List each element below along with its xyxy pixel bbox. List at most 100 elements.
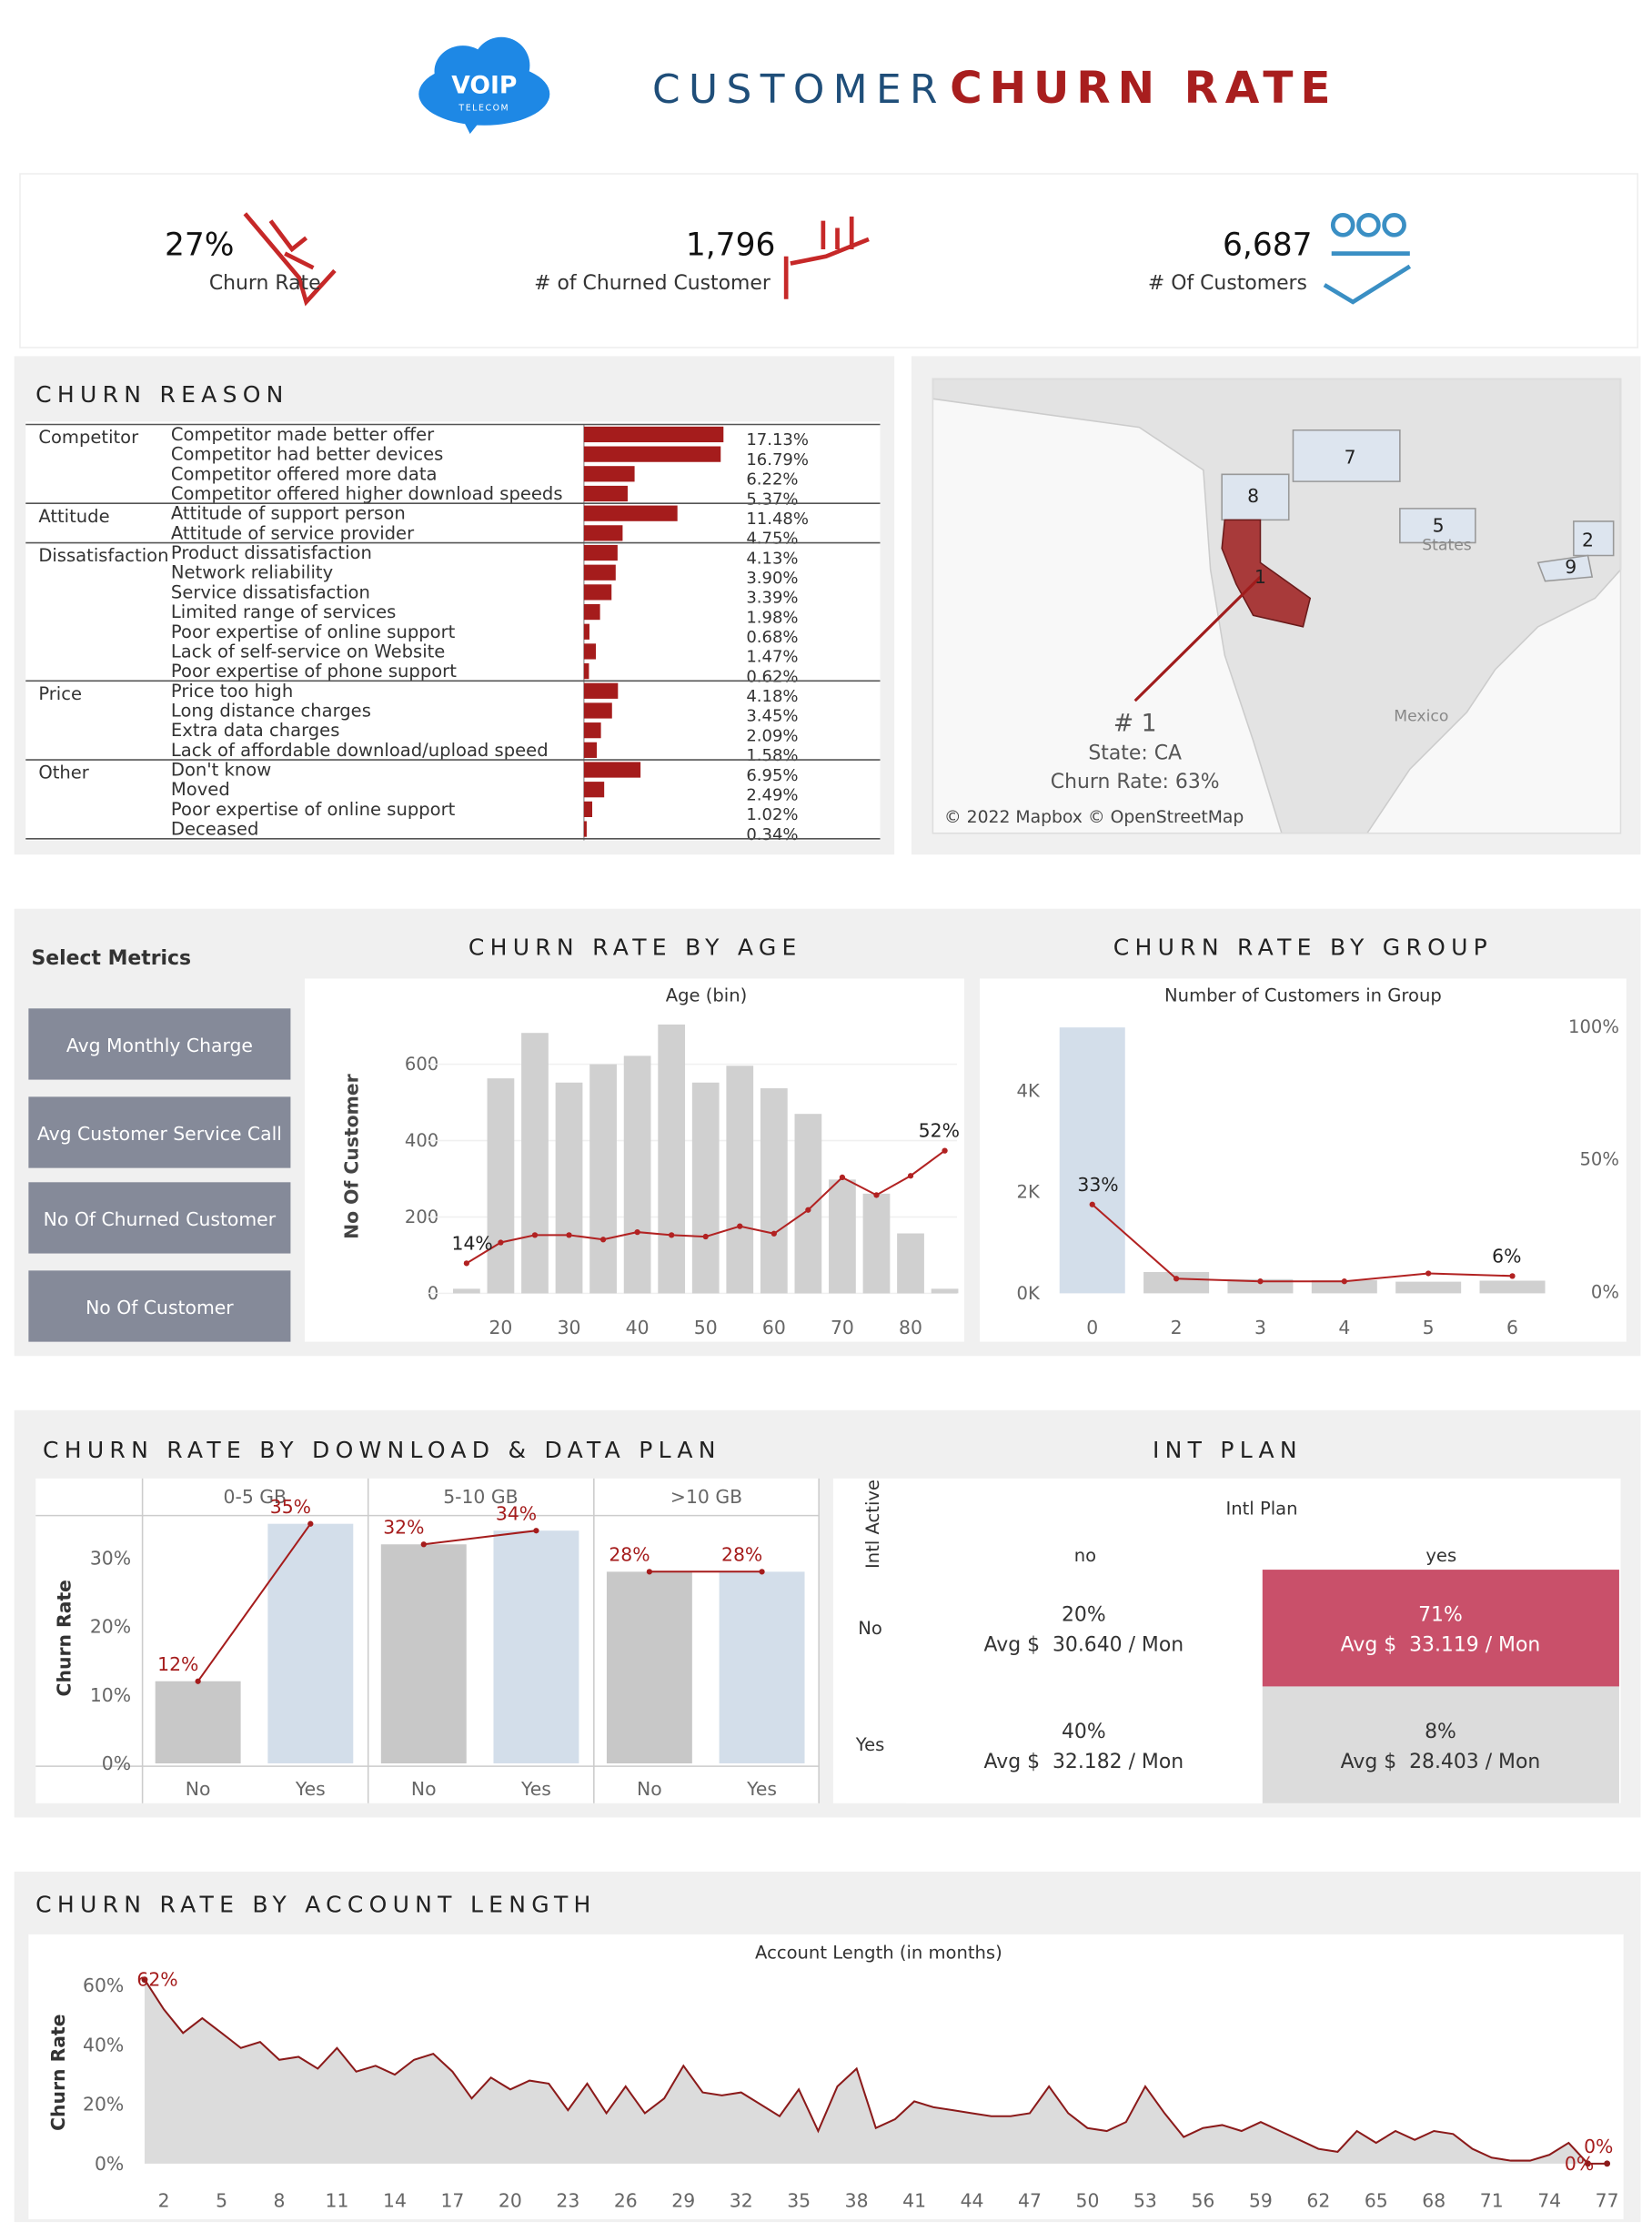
y-tick-label: 20%	[90, 1616, 131, 1638]
table-cell	[1262, 1686, 1619, 1803]
state-label: 5	[1433, 515, 1445, 537]
x-tick-label: 56	[1191, 2190, 1214, 2212]
bar	[583, 426, 724, 443]
point	[1425, 1270, 1432, 1277]
section-title: CHURN RATE BY DOWNLOAD & DATA PLAN	[43, 1437, 721, 1463]
reason-label: Lack of affordable download/upload speed	[171, 740, 549, 761]
reason-label: Don't know	[171, 760, 271, 781]
point	[737, 1223, 743, 1229]
panel-header: 5-10 GB	[443, 1486, 518, 1508]
point	[1173, 1276, 1180, 1282]
bar	[931, 1288, 959, 1294]
x-tick-label: No	[186, 1778, 211, 1800]
reason-label: Lack of self-service on Website	[171, 641, 445, 662]
y-tick-label: 0%	[102, 1752, 131, 1774]
metric-button[interactable]: Avg Monthly Charge	[28, 1008, 291, 1080]
button-label[interactable]: No Of Customer	[86, 1297, 234, 1318]
state-label: 1	[1254, 566, 1266, 588]
point	[646, 1569, 653, 1575]
x-tick-label: 2	[1171, 1317, 1183, 1338]
reason-label: Poor expertise of phone support	[171, 661, 457, 682]
reason-label: Competitor offered more data	[171, 463, 438, 484]
value-label: 62%	[136, 1969, 177, 1991]
x-tick-label: 70	[831, 1317, 854, 1338]
metric-button[interactable]: No Of Churned Customer	[28, 1182, 291, 1254]
x-tick-label: 47	[1018, 2190, 1042, 2212]
group-label: Dissatisfaction	[38, 545, 168, 566]
value-label: 3.90%	[746, 569, 798, 588]
bar	[583, 663, 589, 680]
point	[420, 1541, 427, 1548]
point	[463, 1260, 470, 1267]
x-tick-label: 17	[440, 2190, 464, 2212]
point	[873, 1192, 880, 1198]
reason-label: Deceased	[171, 819, 258, 840]
x-tick-label: 59	[1249, 2190, 1273, 2212]
point	[839, 1174, 846, 1181]
column-label: yes	[1425, 1545, 1456, 1566]
x-tick-label: 35	[787, 2190, 811, 2212]
y-axis-title: No Of Customer	[341, 1074, 363, 1239]
bar	[583, 584, 612, 601]
tooltip-text: # 1	[1113, 710, 1157, 738]
value-label: 17.13%	[746, 430, 809, 449]
x-tick-label: 77	[1596, 2190, 1619, 2212]
group-label: Competitor	[38, 427, 139, 448]
y-tick-label: 2K	[1017, 1182, 1041, 1203]
country-label: States	[1422, 537, 1472, 555]
map-credit: © 2022 Mapbox © OpenStreetMap	[944, 808, 1244, 827]
metric-button[interactable]: Avg Customer Service Call	[28, 1096, 291, 1168]
x-axis-title: Number of Customers in Group	[1164, 985, 1442, 1006]
country-label: Mexico	[1394, 707, 1448, 725]
x-tick-label: 20	[499, 2190, 522, 2212]
value-label: 1.58%	[746, 746, 798, 765]
reason-label: Service dissatisfaction	[171, 581, 370, 602]
x-tick-label: 40	[626, 1317, 650, 1338]
point	[942, 1147, 948, 1154]
y-tick-label: 0%	[95, 2153, 124, 2175]
bar	[1059, 1027, 1125, 1294]
button-label[interactable]: Avg Customer Service Call	[37, 1123, 282, 1145]
button-label[interactable]: No Of Churned Customer	[44, 1208, 277, 1230]
tooltip-text: State: CA	[1088, 742, 1182, 765]
bar	[719, 1571, 805, 1763]
value-label: 4.18%	[746, 687, 798, 706]
kpi-icon	[783, 216, 870, 299]
x-tick-label: 14	[383, 2190, 407, 2212]
x-tick-label: 11	[326, 2190, 349, 2212]
panel-header: 0-5 GB	[224, 1486, 287, 1508]
column-header: Intl Plan	[1225, 1498, 1297, 1519]
point	[669, 1232, 675, 1238]
section-title: CHURN REASON	[35, 381, 288, 408]
reason-label: Competitor had better devices	[171, 444, 443, 465]
x-tick-label: 53	[1133, 2190, 1157, 2212]
cell-rate: 8%	[1425, 1721, 1456, 1743]
x-tick-label: 29	[671, 2190, 695, 2212]
line	[1092, 1203, 1513, 1283]
section-title: CHURN RATE BY ACCOUNT LENGTH	[35, 1891, 596, 1917]
line	[196, 1523, 312, 1682]
reason-label: Limited range of services	[171, 601, 396, 622]
button-label[interactable]: Avg Monthly Charge	[66, 1035, 253, 1056]
point	[566, 1232, 572, 1238]
x-tick-label: No	[411, 1778, 437, 1800]
point	[702, 1233, 709, 1240]
value-label: 0.62%	[746, 667, 798, 686]
x-tick-label: No	[637, 1778, 662, 1800]
bar	[583, 801, 593, 817]
kpi-label: # of Churned Customer	[534, 272, 771, 295]
y-axis-title: Churn Rate	[47, 2014, 69, 2130]
value-label: 2.09%	[746, 726, 798, 745]
bar	[583, 821, 587, 837]
bar	[380, 1544, 467, 1763]
tooltip-text: Churn Rate: 63%	[1051, 771, 1220, 793]
x-tick-label: 5	[216, 2190, 227, 2212]
x-tick-label: 5	[1423, 1317, 1435, 1338]
table-cell	[905, 1686, 1263, 1803]
bar	[583, 722, 601, 739]
metric-button[interactable]: No Of Customer	[28, 1270, 291, 1342]
reason-label: Attitude of service provider	[171, 522, 415, 543]
row-label: No	[858, 1618, 882, 1639]
logo-sub: TELECOM	[458, 103, 509, 113]
